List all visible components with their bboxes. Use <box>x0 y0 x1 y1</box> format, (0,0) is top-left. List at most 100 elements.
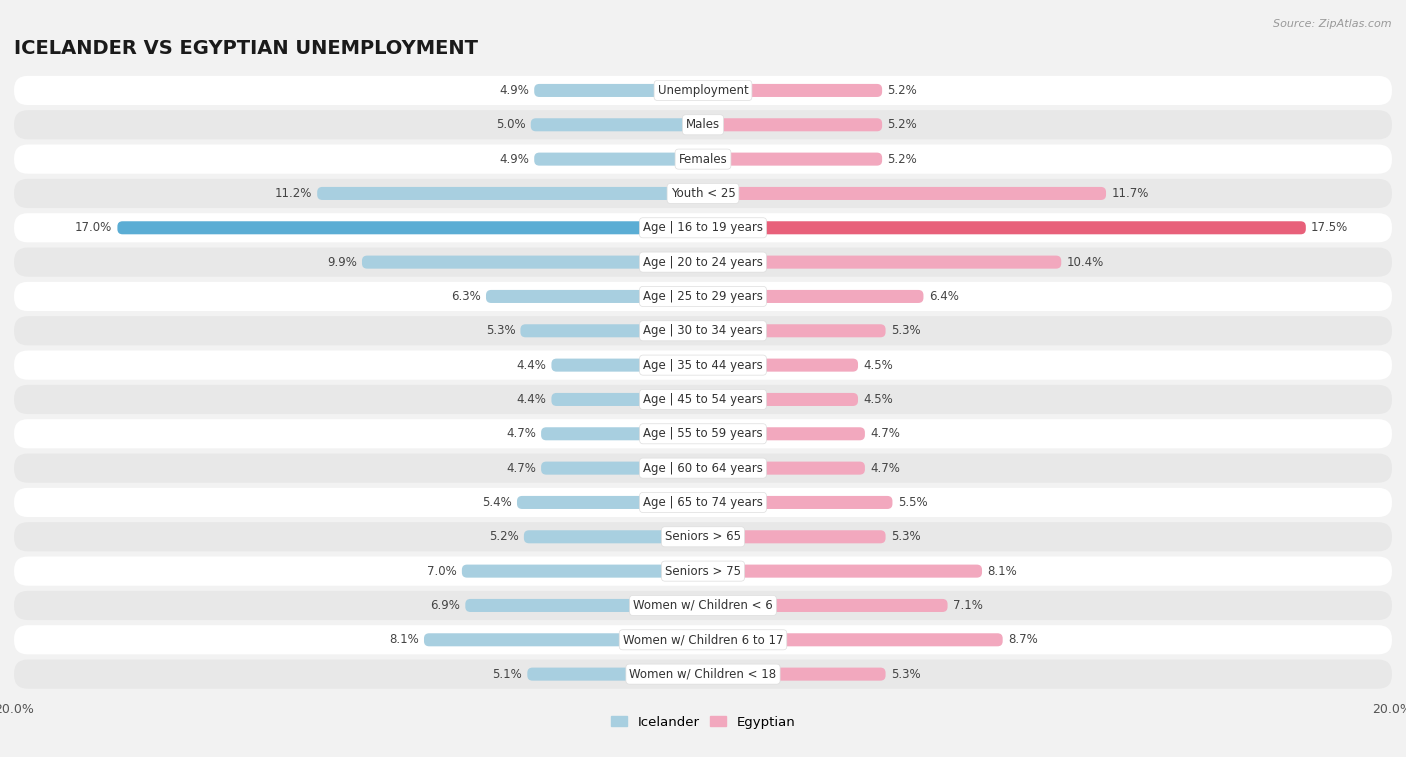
Text: 7.0%: 7.0% <box>427 565 457 578</box>
Text: Age | 30 to 34 years: Age | 30 to 34 years <box>643 324 763 338</box>
Text: Youth < 25: Youth < 25 <box>671 187 735 200</box>
Text: 4.9%: 4.9% <box>499 84 529 97</box>
FancyBboxPatch shape <box>14 522 1392 551</box>
FancyBboxPatch shape <box>14 488 1392 517</box>
FancyBboxPatch shape <box>14 659 1392 689</box>
FancyBboxPatch shape <box>318 187 703 200</box>
Text: 5.5%: 5.5% <box>897 496 927 509</box>
FancyBboxPatch shape <box>14 248 1392 277</box>
FancyBboxPatch shape <box>703 118 882 131</box>
FancyBboxPatch shape <box>703 599 948 612</box>
FancyBboxPatch shape <box>14 419 1392 448</box>
Text: 4.5%: 4.5% <box>863 393 893 406</box>
Text: ICELANDER VS EGYPTIAN UNEMPLOYMENT: ICELANDER VS EGYPTIAN UNEMPLOYMENT <box>14 39 478 58</box>
Text: 4.7%: 4.7% <box>506 462 536 475</box>
Text: 17.5%: 17.5% <box>1310 221 1348 234</box>
Text: Age | 35 to 44 years: Age | 35 to 44 years <box>643 359 763 372</box>
FancyBboxPatch shape <box>117 221 703 235</box>
FancyBboxPatch shape <box>14 111 1392 139</box>
FancyBboxPatch shape <box>520 324 703 338</box>
FancyBboxPatch shape <box>14 145 1392 173</box>
FancyBboxPatch shape <box>14 350 1392 380</box>
FancyBboxPatch shape <box>703 84 882 97</box>
Text: Males: Males <box>686 118 720 131</box>
Text: Age | 16 to 19 years: Age | 16 to 19 years <box>643 221 763 234</box>
FancyBboxPatch shape <box>703 668 886 681</box>
Text: 9.9%: 9.9% <box>328 256 357 269</box>
Text: 4.7%: 4.7% <box>870 427 900 441</box>
FancyBboxPatch shape <box>14 76 1392 105</box>
FancyBboxPatch shape <box>465 599 703 612</box>
Text: 4.4%: 4.4% <box>516 393 547 406</box>
FancyBboxPatch shape <box>703 324 886 338</box>
Text: Age | 60 to 64 years: Age | 60 to 64 years <box>643 462 763 475</box>
FancyBboxPatch shape <box>527 668 703 681</box>
Text: 11.7%: 11.7% <box>1111 187 1149 200</box>
FancyBboxPatch shape <box>551 393 703 406</box>
Text: 5.2%: 5.2% <box>887 84 917 97</box>
Text: 5.3%: 5.3% <box>485 324 515 338</box>
Text: 6.3%: 6.3% <box>451 290 481 303</box>
Text: 4.7%: 4.7% <box>506 427 536 441</box>
Text: 17.0%: 17.0% <box>75 221 112 234</box>
FancyBboxPatch shape <box>703 496 893 509</box>
Text: Age | 20 to 24 years: Age | 20 to 24 years <box>643 256 763 269</box>
FancyBboxPatch shape <box>703 393 858 406</box>
FancyBboxPatch shape <box>14 282 1392 311</box>
Text: Seniors > 75: Seniors > 75 <box>665 565 741 578</box>
Text: 6.4%: 6.4% <box>928 290 959 303</box>
Text: 4.4%: 4.4% <box>516 359 547 372</box>
FancyBboxPatch shape <box>703 221 1306 235</box>
Text: 4.5%: 4.5% <box>863 359 893 372</box>
Text: 5.3%: 5.3% <box>891 531 921 544</box>
Text: Age | 55 to 59 years: Age | 55 to 59 years <box>643 427 763 441</box>
FancyBboxPatch shape <box>703 290 924 303</box>
FancyBboxPatch shape <box>14 316 1392 345</box>
FancyBboxPatch shape <box>14 179 1392 208</box>
Text: 5.0%: 5.0% <box>496 118 526 131</box>
Text: 6.9%: 6.9% <box>430 599 460 612</box>
Legend: Icelander, Egyptian: Icelander, Egyptian <box>606 710 800 734</box>
Text: 5.3%: 5.3% <box>891 324 921 338</box>
FancyBboxPatch shape <box>703 256 1062 269</box>
FancyBboxPatch shape <box>14 453 1392 483</box>
FancyBboxPatch shape <box>486 290 703 303</box>
FancyBboxPatch shape <box>517 496 703 509</box>
Text: 5.4%: 5.4% <box>482 496 512 509</box>
Text: Unemployment: Unemployment <box>658 84 748 97</box>
Text: 5.3%: 5.3% <box>891 668 921 681</box>
FancyBboxPatch shape <box>703 153 882 166</box>
Text: Age | 45 to 54 years: Age | 45 to 54 years <box>643 393 763 406</box>
FancyBboxPatch shape <box>524 530 703 544</box>
Text: 8.1%: 8.1% <box>987 565 1017 578</box>
Text: Women w/ Children < 18: Women w/ Children < 18 <box>630 668 776 681</box>
Text: 8.7%: 8.7% <box>1008 634 1038 646</box>
FancyBboxPatch shape <box>541 462 703 475</box>
FancyBboxPatch shape <box>14 591 1392 620</box>
FancyBboxPatch shape <box>531 118 703 131</box>
Text: 8.1%: 8.1% <box>389 634 419 646</box>
Text: 4.7%: 4.7% <box>870 462 900 475</box>
FancyBboxPatch shape <box>534 153 703 166</box>
FancyBboxPatch shape <box>703 427 865 441</box>
FancyBboxPatch shape <box>534 84 703 97</box>
FancyBboxPatch shape <box>703 565 981 578</box>
Text: 5.2%: 5.2% <box>887 118 917 131</box>
FancyBboxPatch shape <box>14 556 1392 586</box>
Text: 4.9%: 4.9% <box>499 153 529 166</box>
FancyBboxPatch shape <box>703 462 865 475</box>
FancyBboxPatch shape <box>425 634 703 646</box>
Text: 11.2%: 11.2% <box>274 187 312 200</box>
FancyBboxPatch shape <box>703 187 1107 200</box>
Text: Source: ZipAtlas.com: Source: ZipAtlas.com <box>1274 19 1392 29</box>
FancyBboxPatch shape <box>703 530 886 544</box>
Text: Females: Females <box>679 153 727 166</box>
FancyBboxPatch shape <box>361 256 703 269</box>
Text: Women w/ Children 6 to 17: Women w/ Children 6 to 17 <box>623 634 783 646</box>
Text: Women w/ Children < 6: Women w/ Children < 6 <box>633 599 773 612</box>
Text: Age | 25 to 29 years: Age | 25 to 29 years <box>643 290 763 303</box>
Text: 5.1%: 5.1% <box>492 668 522 681</box>
Text: 5.2%: 5.2% <box>489 531 519 544</box>
Text: Age | 65 to 74 years: Age | 65 to 74 years <box>643 496 763 509</box>
FancyBboxPatch shape <box>14 213 1392 242</box>
